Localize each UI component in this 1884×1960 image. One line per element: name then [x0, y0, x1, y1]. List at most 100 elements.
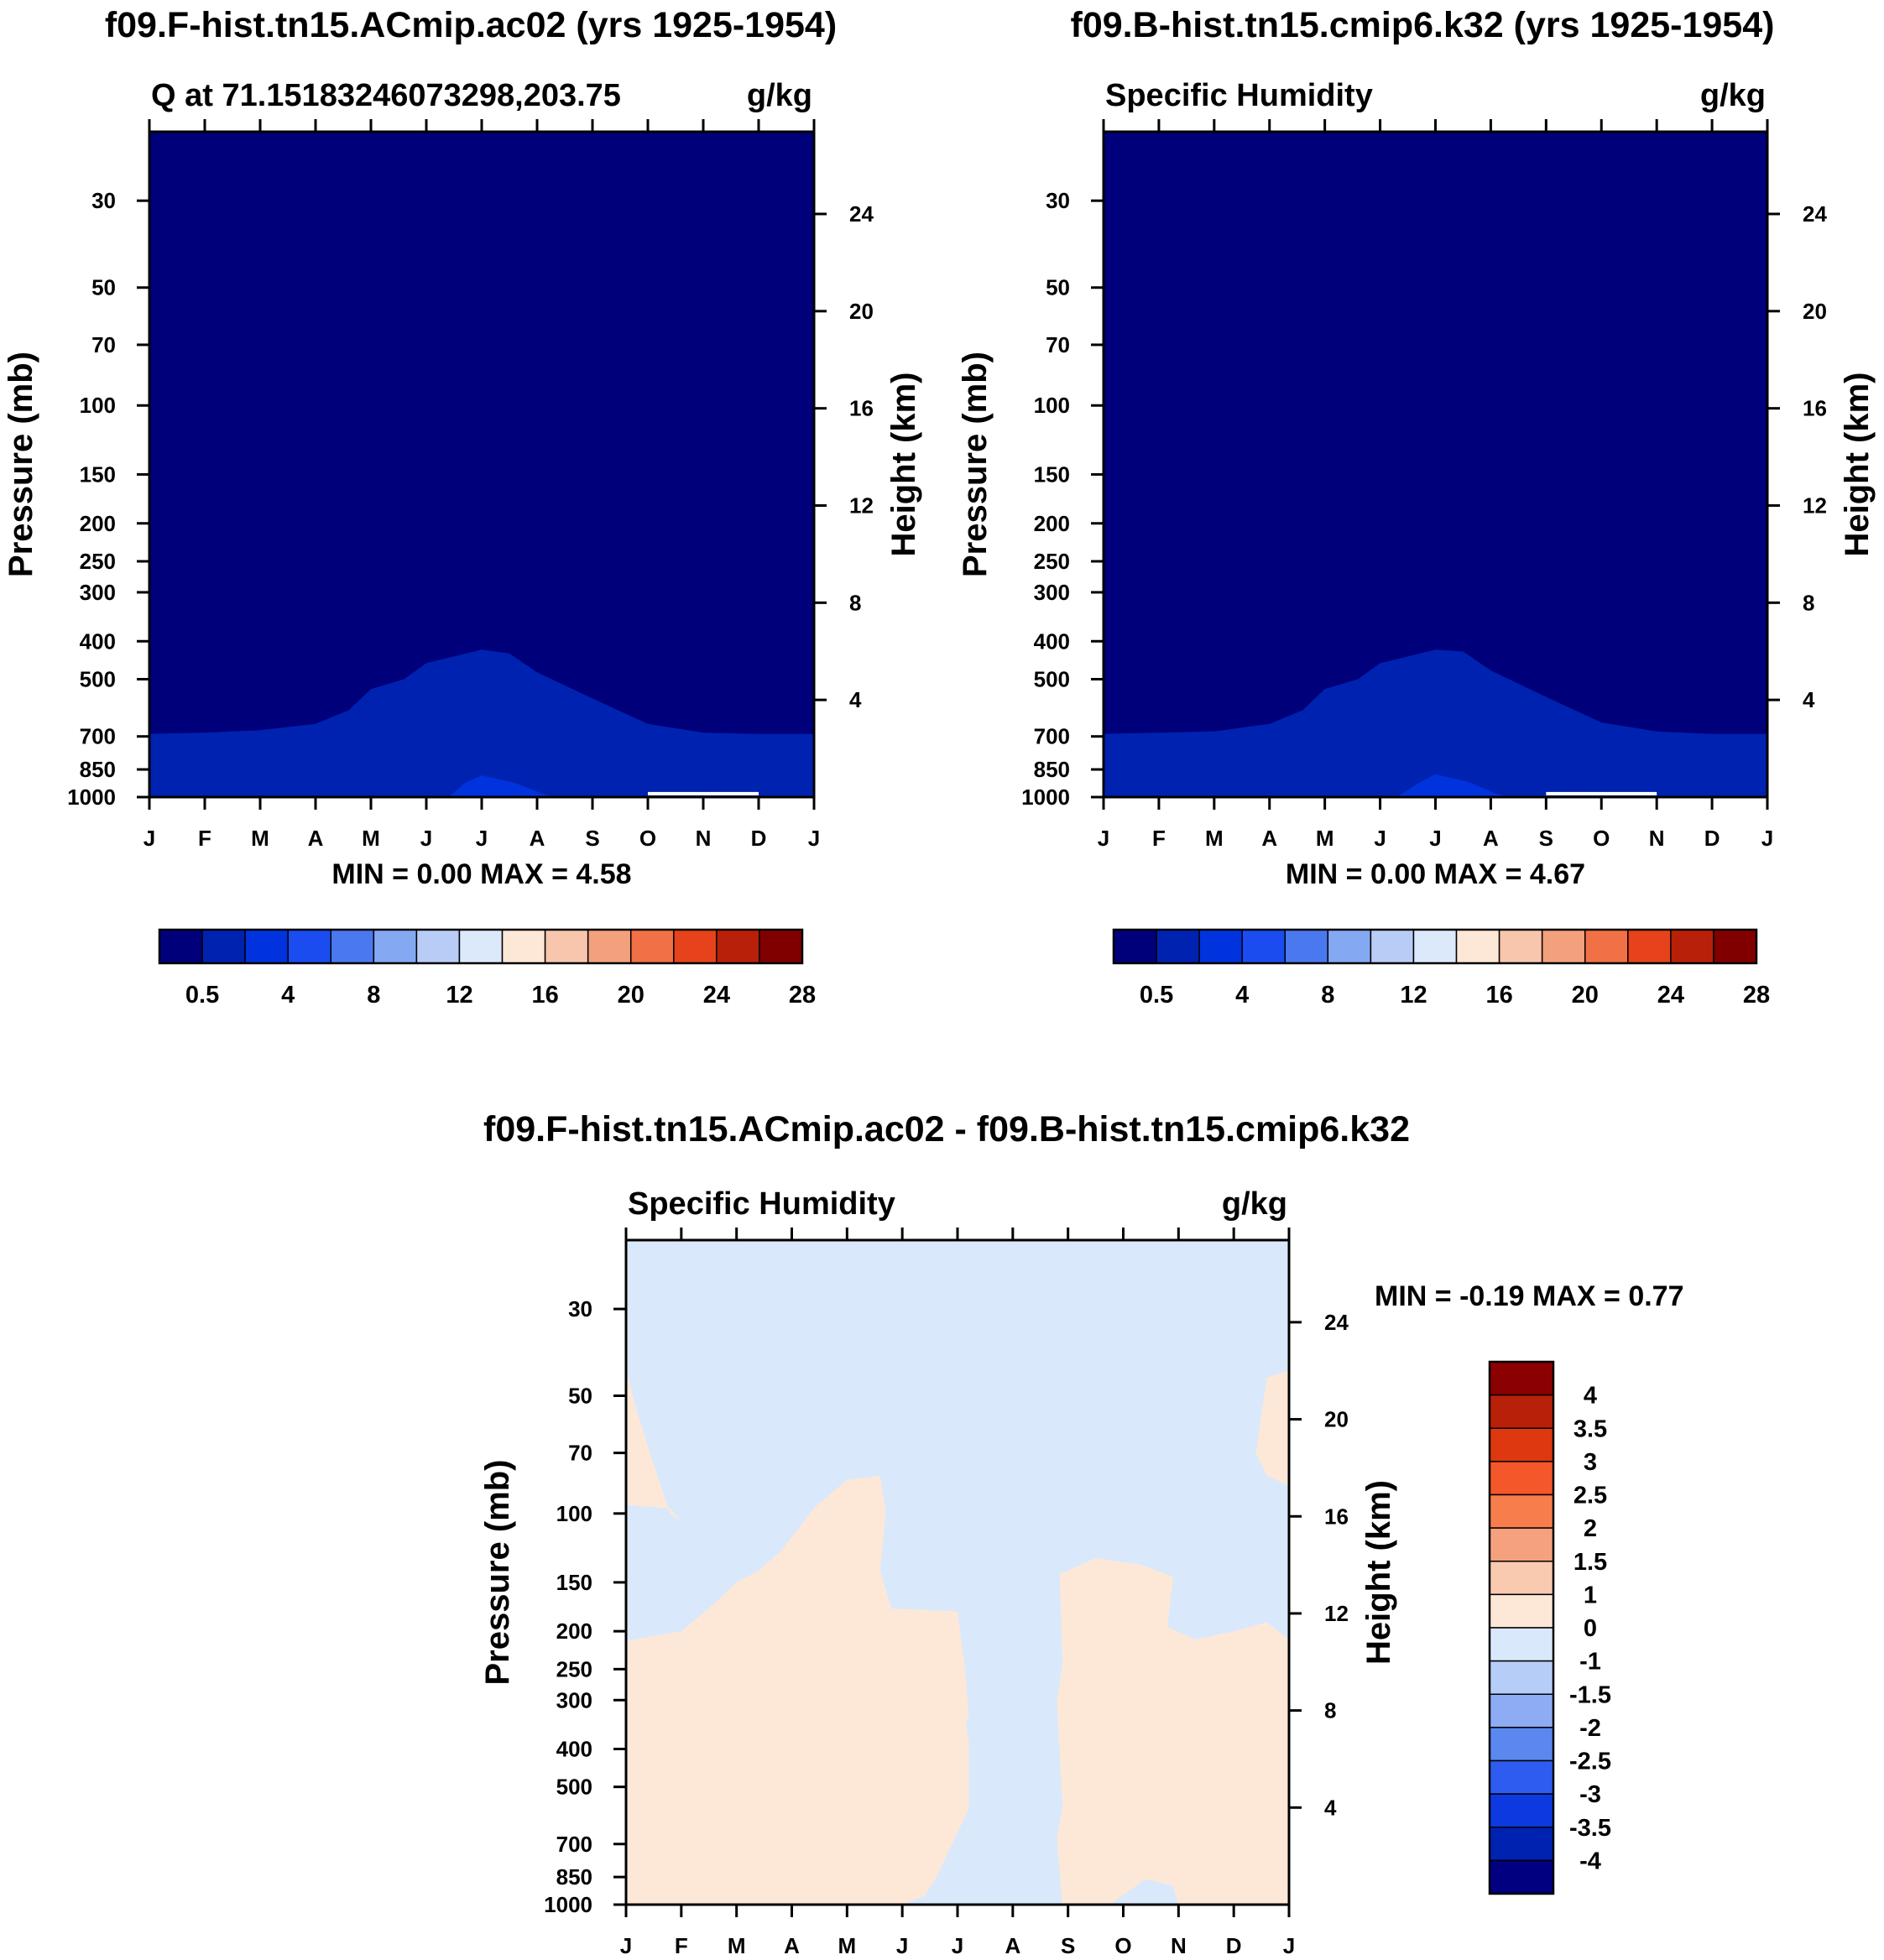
y-tick-label: 700	[556, 1832, 592, 1857]
colorbar-box	[1489, 1493, 1554, 1529]
colorbar-label: -1.5	[1569, 1681, 1611, 1708]
colorbar-box	[1489, 1660, 1554, 1695]
y-tick-label: 70	[1046, 332, 1070, 357]
x-tick-label: M	[362, 826, 380, 851]
colorbar-label: 24	[1657, 982, 1684, 1009]
colorbar-box	[1113, 929, 1157, 964]
y-tick-label: 100	[556, 1501, 592, 1526]
colorbar-box	[1627, 929, 1672, 964]
colorbar-box	[458, 929, 504, 964]
colorbar-box	[1541, 929, 1586, 964]
panel-units: g/kg	[1222, 1186, 1287, 1222]
y-tick-label: 200	[80, 511, 116, 536]
x-tick-label: J	[476, 826, 488, 851]
y2-axis-label: Height (km)	[885, 373, 922, 557]
y2-axis-label: Height (km)	[1839, 373, 1876, 557]
colorbar-box	[1489, 1361, 1554, 1396]
colorbar-label: 2	[1584, 1515, 1597, 1542]
colorbar-box	[1489, 1627, 1554, 1662]
y2-tick-label: 20	[1324, 1407, 1349, 1432]
colorbar-box	[587, 929, 632, 964]
y-tick-label: 70	[91, 332, 116, 357]
y2-tick-label: 8	[1803, 590, 1814, 615]
y2-tick-label: 4	[1324, 1795, 1337, 1820]
panel-subtitle: Q at 71.15183246073298,203.75	[151, 78, 621, 113]
x-tick-label: A	[1005, 1933, 1020, 1958]
contour-region-positive	[626, 1475, 969, 1905]
colorbar-label: -3.5	[1569, 1815, 1611, 1842]
colorbar-label: -2.5	[1569, 1749, 1611, 1775]
colorbar-box	[1489, 1793, 1554, 1828]
colorbar-box	[716, 929, 760, 964]
x-tick-label: S	[585, 826, 599, 851]
colorbar-label: 4	[1235, 982, 1249, 1009]
x-tick-label: D	[751, 826, 767, 851]
y2-tick-label: 20	[1803, 299, 1827, 324]
colorbar-box	[373, 929, 418, 964]
contour-region	[448, 775, 554, 797]
x-tick-label: J	[1374, 826, 1386, 851]
x-tick-label: J	[620, 1933, 632, 1958]
colorbar-label: 2.5	[1573, 1483, 1607, 1509]
y2-tick-label: 12	[1324, 1601, 1349, 1626]
x-tick-label: O	[1593, 826, 1610, 851]
x-tick-label: F	[1152, 826, 1166, 851]
contour-region	[1104, 649, 1767, 797]
colorbar-box	[1489, 1561, 1554, 1596]
colorbar-box	[544, 929, 589, 964]
y-tick-label: 1000	[544, 1892, 592, 1917]
colorbar-box	[1327, 929, 1372, 964]
y-tick-label: 150	[556, 1570, 592, 1595]
colorbar-box	[759, 929, 803, 964]
contour-region	[149, 649, 814, 797]
title-difference: f09.F-hist.tn15.ACmip.ac02 - f09.B-hist.…	[483, 1109, 1410, 1149]
y-tick-label: 100	[1034, 393, 1070, 418]
y-axis-label: Pressure (mb)	[957, 352, 994, 577]
colorbar-label: 0.5	[185, 982, 219, 1009]
x-tick-label: M	[728, 1933, 746, 1958]
missing-data-segment	[1546, 791, 1657, 795]
panel-stats: MIN = 0.00 MAX = 4.58	[331, 858, 631, 890]
x-tick-label: N	[1171, 1933, 1187, 1958]
y-tick-label: 1000	[1021, 785, 1070, 810]
y2-tick-label: 12	[1803, 493, 1827, 518]
panel-units: g/kg	[1700, 78, 1766, 113]
y-tick-label: 50	[1046, 275, 1070, 300]
x-tick-label: F	[675, 1933, 688, 1958]
x-tick-label: J	[1429, 826, 1441, 851]
y2-tick-label: 4	[849, 687, 862, 712]
colorbar-label: 8	[367, 982, 380, 1009]
y2-tick-label: 16	[849, 396, 874, 421]
colorbar-label: 28	[789, 982, 816, 1009]
colorbar-label: -2	[1579, 1715, 1601, 1742]
colorbar-label: 4	[1584, 1383, 1597, 1410]
y-tick-label: 500	[80, 666, 116, 691]
x-tick-label: O	[1114, 1933, 1131, 1958]
x-tick-label: O	[639, 826, 656, 851]
colorbar-frame	[1112, 928, 1758, 965]
x-tick-label: N	[696, 826, 712, 851]
y-tick-label: 200	[556, 1619, 592, 1644]
colorbar: 0.5 4 8 12 16 20 24 28	[1112, 928, 1770, 1009]
y2-tick-label: 24	[1324, 1310, 1349, 1335]
y-tick-label: 400	[556, 1736, 592, 1761]
panel-difference: J F M A M J J A S O N D J305070100150200250300400500…	[479, 1186, 1684, 1958]
colorbar-label: 1.5	[1573, 1549, 1607, 1576]
colorbar-label: 1	[1584, 1582, 1597, 1608]
colorbar-box	[1284, 929, 1329, 964]
colorbar-box	[1489, 1394, 1554, 1429]
y-axis-label: Pressure (mb)	[3, 352, 39, 577]
y-tick-label: 30	[91, 188, 116, 213]
x-tick-label: N	[1649, 826, 1665, 851]
contour-layer	[1104, 132, 1767, 797]
y-tick-label: 250	[80, 549, 116, 574]
y-tick-label: 200	[1034, 511, 1070, 536]
colorbar-box	[501, 929, 546, 964]
colorbar-label: 16	[1485, 982, 1512, 1009]
x-tick-label: M	[1205, 826, 1224, 851]
colorbar-label: 24	[703, 982, 730, 1009]
colorbar-box	[673, 929, 718, 964]
y-tick-label: 700	[80, 724, 116, 749]
colorbar-frame	[1488, 1360, 1555, 1895]
